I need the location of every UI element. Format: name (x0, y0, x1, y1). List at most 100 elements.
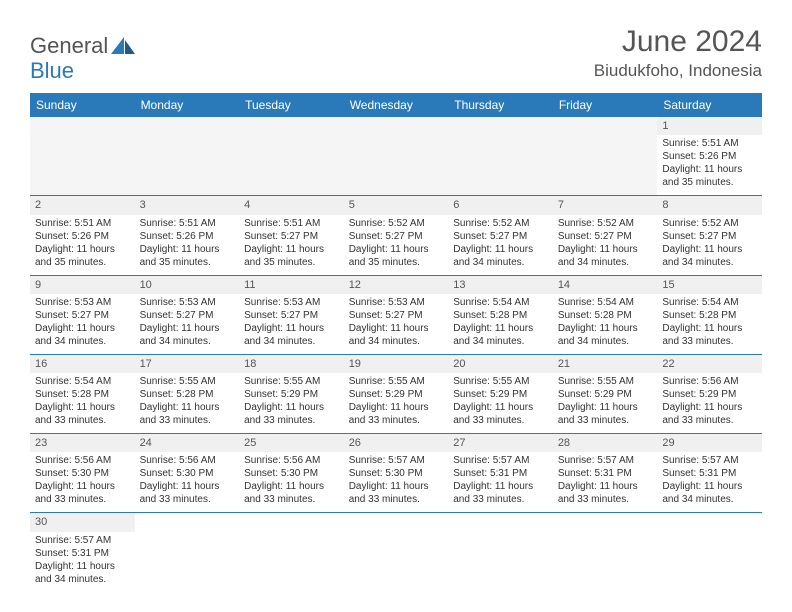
daylight-text: Daylight: 11 hours (244, 322, 339, 335)
day-number: 26 (344, 434, 449, 452)
sunrise-text: Sunrise: 5:55 AM (453, 375, 548, 388)
sunrise-text: Sunrise: 5:53 AM (349, 296, 444, 309)
weekday-header: Sunday (30, 93, 135, 117)
calendar-table: Sunday Monday Tuesday Wednesday Thursday… (30, 93, 762, 592)
weekday-header: Wednesday (344, 93, 449, 117)
sunset-text: Sunset: 5:31 PM (558, 467, 653, 480)
day-number: 17 (135, 355, 240, 373)
calendar-cell: 28 Sunrise: 5:57 AMSunset: 5:31 PMDayligh… (553, 434, 658, 513)
daylight-text: Daylight: 11 hours (244, 243, 339, 256)
sunset-text: Sunset: 5:31 PM (35, 547, 130, 560)
sunset-text: Sunset: 5:27 PM (140, 309, 235, 322)
sunrise-text: Sunrise: 5:52 AM (453, 217, 548, 230)
sunrise-text: Sunrise: 5:54 AM (453, 296, 548, 309)
sunrise-text: Sunrise: 5:55 AM (349, 375, 444, 388)
daylight-text: and 34 minutes. (662, 493, 757, 506)
sunrise-text: Sunrise: 5:52 AM (349, 217, 444, 230)
sunset-text: Sunset: 5:28 PM (453, 309, 548, 322)
sunset-text: Sunset: 5:28 PM (662, 309, 757, 322)
calendar-cell: 15Sunrise: 5:54 AMSunset: 5:28 PMDayligh… (657, 275, 762, 354)
calendar-cell (657, 513, 762, 592)
daylight-text: Daylight: 11 hours (558, 243, 653, 256)
calendar-cell: 29Sunrise: 5:57 AMSunset: 5:31 PMDayligh… (657, 434, 762, 513)
logo-sail-icon (111, 37, 137, 55)
sunrise-text: Sunrise: 5:52 AM (662, 217, 757, 230)
sunrise-text: Sunrise: 5:56 AM (244, 454, 339, 467)
sunrise-text: Sunrise: 5:54 AM (35, 375, 130, 388)
sunrise-text: Sunrise: 5:55 AM (558, 375, 653, 388)
day-number: 4 (239, 196, 344, 214)
daylight-text: Daylight: 11 hours (35, 322, 130, 335)
day-number: 30 (30, 513, 135, 531)
title-block: June 2024 Biudukfoho, Indonesia (594, 25, 762, 81)
daylight-text: Daylight: 11 hours (558, 401, 653, 414)
calendar-cell (448, 117, 553, 196)
daylight-text: Daylight: 11 hours (349, 401, 444, 414)
daylight-text: and 33 minutes. (453, 493, 548, 506)
logo-text-general: General (30, 33, 108, 59)
weekday-header: Saturday (657, 93, 762, 117)
daylight-text: Daylight: 11 hours (244, 401, 339, 414)
sunrise-text: Sunrise: 5:56 AM (140, 454, 235, 467)
day-number: 19 (344, 355, 449, 373)
calendar-cell (553, 117, 658, 196)
daylight-text: Daylight: 11 hours (140, 243, 235, 256)
logo-text-blue: Blue (30, 58, 74, 83)
calendar-cell (344, 117, 449, 196)
calendar-cell (135, 513, 240, 592)
day-number: 14 (553, 276, 658, 294)
day-number: 5 (344, 196, 449, 214)
daylight-text: and 34 minutes. (35, 335, 130, 348)
calendar-row: 23Sunrise: 5:56 AMSunset: 5:30 PMDayligh… (30, 434, 762, 513)
daylight-text: and 33 minutes. (662, 414, 757, 427)
calendar-cell: 17Sunrise: 5:55 AMSunset: 5:28 PMDayligh… (135, 354, 240, 433)
day-number: 11 (239, 276, 344, 294)
calendar-cell: 30Sunrise: 5:57 AMSunset: 5:31 PMDayligh… (30, 513, 135, 592)
calendar-cell (448, 513, 553, 592)
daylight-text: and 34 minutes. (558, 256, 653, 269)
day-number: 16 (30, 355, 135, 373)
weekday-header: Monday (135, 93, 240, 117)
daylight-text: and 35 minutes. (244, 256, 339, 269)
sunset-text: Sunset: 5:26 PM (662, 150, 757, 163)
logo: General (30, 25, 137, 59)
sunrise-text: Sunrise: 5:54 AM (662, 296, 757, 309)
header: General June 2024 Biudukfoho, Indonesia (30, 25, 762, 81)
day-number: 27 (448, 434, 553, 452)
calendar-cell: 24Sunrise: 5:56 AMSunset: 5:30 PMDayligh… (135, 434, 240, 513)
daylight-text: and 33 minutes. (349, 493, 444, 506)
daylight-text: Daylight: 11 hours (662, 401, 757, 414)
daylight-text: Daylight: 11 hours (140, 480, 235, 493)
sunset-text: Sunset: 5:27 PM (453, 230, 548, 243)
day-number: 28 (553, 434, 658, 452)
day-number: 6 (448, 196, 553, 214)
daylight-text: Daylight: 11 hours (558, 480, 653, 493)
sunset-text: Sunset: 5:27 PM (244, 309, 339, 322)
sunset-text: Sunset: 5:29 PM (558, 388, 653, 401)
calendar-cell (30, 117, 135, 196)
daylight-text: and 34 minutes. (453, 256, 548, 269)
day-number: 23 (30, 434, 135, 452)
daylight-text: Daylight: 11 hours (453, 243, 548, 256)
sunset-text: Sunset: 5:27 PM (35, 309, 130, 322)
daylight-text: and 33 minutes. (244, 414, 339, 427)
calendar-cell (239, 513, 344, 592)
sunrise-text: Sunrise: 5:53 AM (35, 296, 130, 309)
daylight-text: Daylight: 11 hours (349, 322, 444, 335)
daylight-text: and 34 minutes. (35, 573, 130, 586)
calendar-cell: 11Sunrise: 5:53 AMSunset: 5:27 PMDayligh… (239, 275, 344, 354)
daylight-text: and 34 minutes. (662, 256, 757, 269)
day-number: 8 (657, 196, 762, 214)
daylight-text: Daylight: 11 hours (453, 480, 548, 493)
calendar-cell (553, 513, 658, 592)
calendar-cell: 25Sunrise: 5:56 AMSunset: 5:30 PMDayligh… (239, 434, 344, 513)
calendar-row: 16Sunrise: 5:54 AMSunset: 5:28 PMDayligh… (30, 354, 762, 433)
day-number: 1 (657, 117, 762, 135)
sunrise-text: Sunrise: 5:57 AM (558, 454, 653, 467)
daylight-text: and 33 minutes. (244, 493, 339, 506)
calendar-cell (239, 117, 344, 196)
sunset-text: Sunset: 5:30 PM (140, 467, 235, 480)
weekday-header-row: Sunday Monday Tuesday Wednesday Thursday… (30, 93, 762, 117)
daylight-text: Daylight: 11 hours (140, 322, 235, 335)
calendar-cell: 8Sunrise: 5:52 AMSunset: 5:27 PMDaylight… (657, 196, 762, 275)
